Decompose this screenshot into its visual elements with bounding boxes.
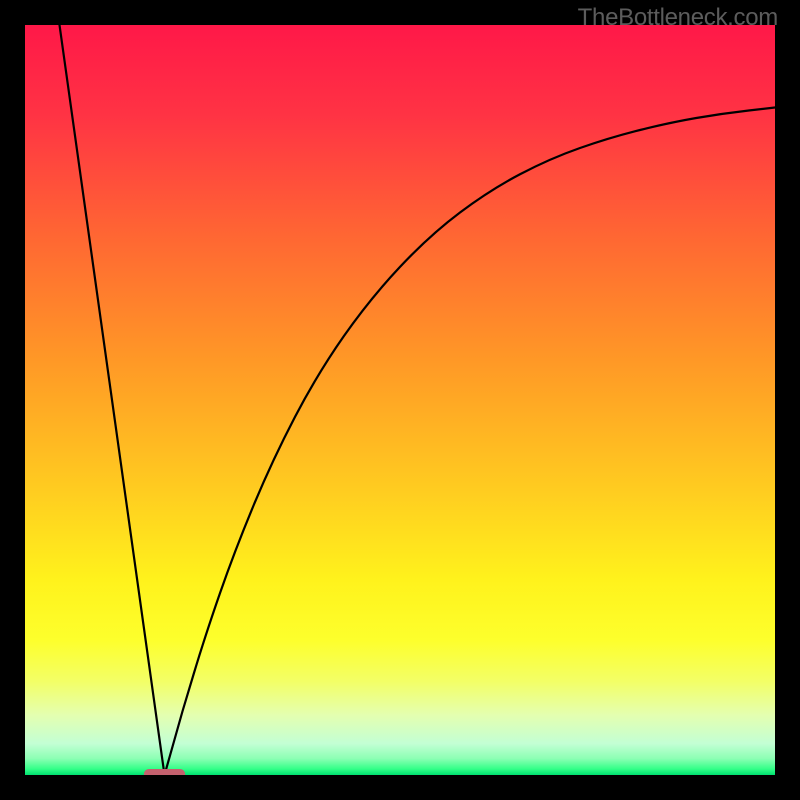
- plot-svg: [25, 25, 775, 775]
- chart-outer-frame: TheBottleneck.com: [0, 0, 800, 800]
- plot-area: [25, 25, 775, 775]
- minimum-marker: [144, 769, 185, 775]
- gradient-background: [25, 25, 775, 775]
